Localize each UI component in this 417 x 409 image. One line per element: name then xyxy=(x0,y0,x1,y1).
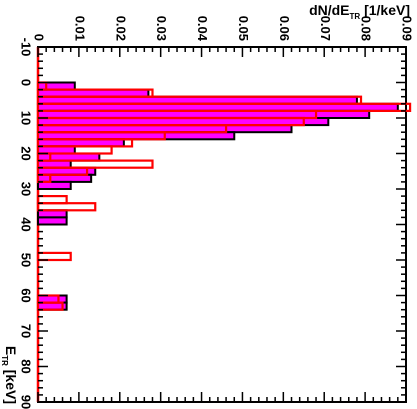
y-tick-label: 0.02 xyxy=(113,16,128,41)
x-tick-label: 80 xyxy=(19,359,34,373)
x-axis-title: ETR [keV] xyxy=(0,346,19,404)
y-tick-label: 0.06 xyxy=(277,16,292,41)
histogram-bar xyxy=(36,251,72,262)
y-tick-label: 0 xyxy=(32,34,47,41)
y-tick-label: 0.03 xyxy=(154,16,169,41)
y-tick-label: 0.05 xyxy=(236,16,251,41)
x-tick-label: 20 xyxy=(19,146,34,160)
y-tick-label: 0.08 xyxy=(359,16,374,41)
histogram-bar xyxy=(36,301,64,311)
x-tick-label: 10 xyxy=(19,111,34,125)
x-tick-label: -10 xyxy=(19,38,34,57)
y-axis-title: dN/dETR [1/keV] xyxy=(309,2,410,21)
x-tick-label: 40 xyxy=(19,217,34,231)
histogram-bar xyxy=(37,216,68,226)
x-tick-label: 90 xyxy=(19,395,34,409)
y-tick-label: 0.01 xyxy=(72,16,87,41)
histogram-bar xyxy=(36,166,89,176)
y-tick-label: 0.07 xyxy=(318,16,333,41)
x-tick-label: 0 xyxy=(19,79,34,86)
x-tick-label: 30 xyxy=(19,182,34,196)
histogram-bar xyxy=(36,202,97,212)
x-tick-label: 60 xyxy=(19,288,34,302)
histogram-bar xyxy=(37,180,72,190)
histogram-bar xyxy=(36,145,113,155)
x-tick-label: 70 xyxy=(19,324,34,338)
x-tick-label: 50 xyxy=(19,253,34,267)
y-tick-label: 0.04 xyxy=(195,16,210,42)
y-tick-label: 0.09 xyxy=(400,16,415,41)
histogram-bar xyxy=(36,159,154,169)
histogram-bar xyxy=(36,173,52,184)
